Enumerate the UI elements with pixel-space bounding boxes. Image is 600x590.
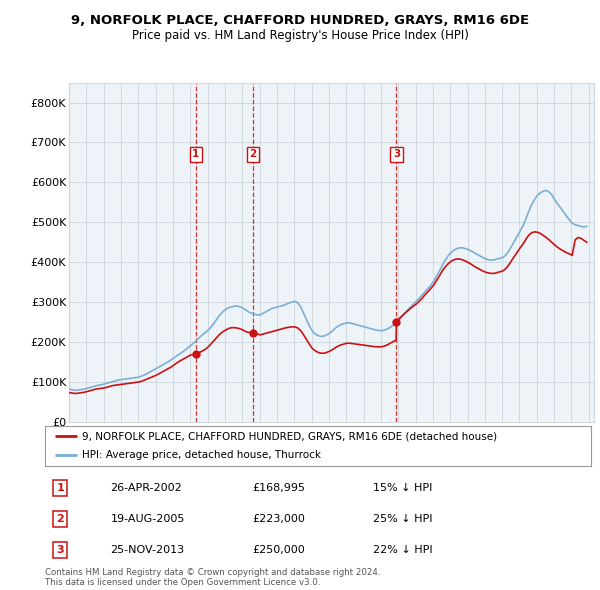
Text: Contains HM Land Registry data © Crown copyright and database right 2024.
This d: Contains HM Land Registry data © Crown c… [45, 568, 380, 587]
Text: 25-NOV-2013: 25-NOV-2013 [110, 545, 185, 555]
Text: 1: 1 [56, 483, 64, 493]
Text: 3: 3 [393, 149, 400, 159]
Text: 15% ↓ HPI: 15% ↓ HPI [373, 483, 432, 493]
Text: £250,000: £250,000 [253, 545, 305, 555]
Text: 3: 3 [56, 545, 64, 555]
Text: £223,000: £223,000 [253, 514, 305, 524]
Text: 19-AUG-2005: 19-AUG-2005 [110, 514, 185, 524]
Text: 2: 2 [56, 514, 64, 524]
Text: 9, NORFOLK PLACE, CHAFFORD HUNDRED, GRAYS, RM16 6DE: 9, NORFOLK PLACE, CHAFFORD HUNDRED, GRAY… [71, 14, 529, 27]
Text: 22% ↓ HPI: 22% ↓ HPI [373, 545, 432, 555]
Text: 1: 1 [192, 149, 199, 159]
Text: HPI: Average price, detached house, Thurrock: HPI: Average price, detached house, Thur… [82, 450, 321, 460]
Text: 2: 2 [250, 149, 257, 159]
Text: 9, NORFOLK PLACE, CHAFFORD HUNDRED, GRAYS, RM16 6DE (detached house): 9, NORFOLK PLACE, CHAFFORD HUNDRED, GRAY… [82, 431, 497, 441]
Text: 25% ↓ HPI: 25% ↓ HPI [373, 514, 432, 524]
Text: £168,995: £168,995 [253, 483, 305, 493]
Text: 26-APR-2002: 26-APR-2002 [110, 483, 182, 493]
Text: Price paid vs. HM Land Registry's House Price Index (HPI): Price paid vs. HM Land Registry's House … [131, 29, 469, 42]
